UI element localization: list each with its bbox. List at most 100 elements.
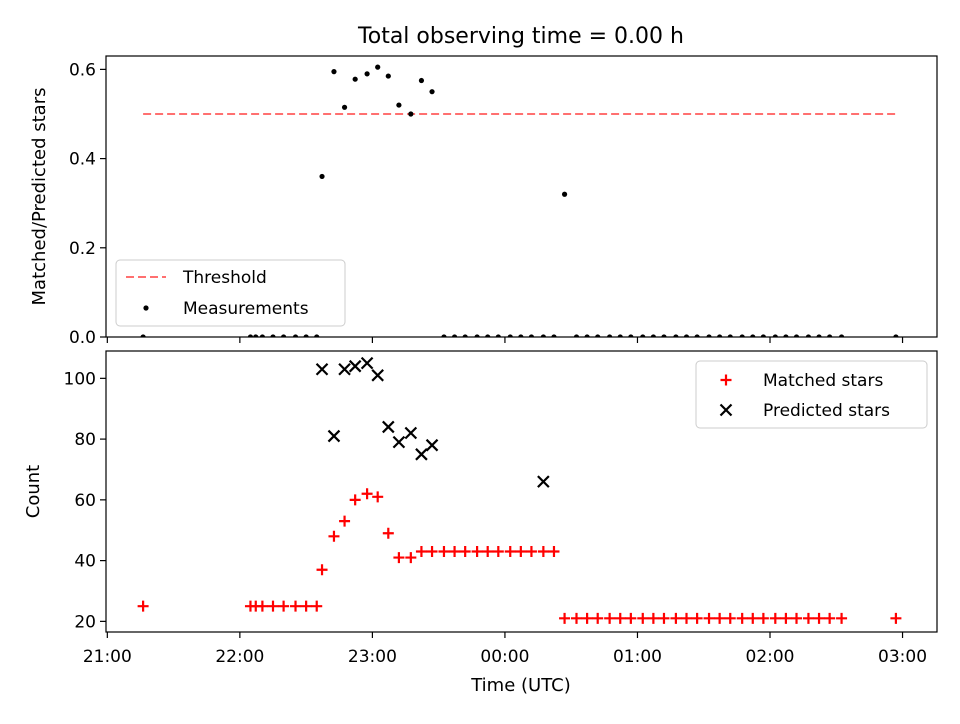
- predicted-stars-point: [360, 356, 374, 370]
- bottom-plot-area: [137, 356, 902, 624]
- measurement-point: [495, 334, 501, 337]
- matched-stars-point: [571, 612, 583, 624]
- measurement-point: [816, 334, 822, 337]
- matched-stars-point: [780, 612, 792, 624]
- bottom-y-tick-label: 60: [74, 491, 96, 511]
- matched-stars-point: [691, 612, 703, 624]
- predicted-stars-point: [392, 435, 406, 449]
- measurement-point: [331, 69, 337, 75]
- measurement-point: [607, 334, 613, 337]
- measurement-point: [838, 334, 845, 337]
- measurement-point: [474, 334, 480, 337]
- x-axis-label: Time (UTC): [470, 675, 571, 696]
- matched-stars-point: [459, 545, 471, 557]
- measurement-point: [247, 334, 254, 337]
- legend-predicted-stars-swatch: [719, 403, 733, 417]
- predicted-stars-point: [415, 448, 428, 461]
- matched-stars-point: [267, 600, 279, 612]
- bottom-legend-box: [695, 360, 928, 429]
- measurement-point: [584, 334, 590, 337]
- measurement-point: [259, 334, 265, 337]
- predicted-stars-point: [348, 359, 362, 373]
- measurement-point: [507, 334, 513, 337]
- legend-measurements-label: Measurements: [183, 299, 309, 319]
- top-panel: 0.0 0.2 0.4 0.6 Matched/Predicted stars Thres…: [29, 55, 938, 348]
- matched-stars-point: [604, 612, 616, 624]
- measurement-point: [140, 334, 146, 337]
- measurement-point: [561, 191, 568, 197]
- measurement-point: [650, 334, 656, 337]
- measurement-point: [429, 89, 435, 95]
- matched-stars-point: [802, 612, 814, 624]
- top-plot-area: [140, 64, 899, 337]
- matched-stars-point: [393, 552, 405, 564]
- matched-stars-point: [614, 612, 626, 624]
- matched-stars-point: [328, 530, 340, 542]
- measurement-point: [628, 334, 634, 337]
- bottom-x-tick-label: 23:00: [348, 647, 397, 667]
- predicted-stars-point: [338, 362, 351, 376]
- matched-stars-point: [471, 545, 483, 557]
- measurement-point: [661, 334, 667, 337]
- measurement-point: [739, 334, 745, 337]
- matched-stars-point: [449, 545, 461, 557]
- matched-stars-point: [736, 612, 748, 624]
- matched-stars-point: [415, 545, 427, 557]
- legend-measurements-swatch: [143, 305, 149, 311]
- measurement-point: [694, 334, 700, 337]
- top-y-tick-label: 0.6: [69, 60, 96, 80]
- matched-stars-point: [290, 600, 302, 612]
- measurement-point: [706, 334, 712, 337]
- measurement-point: [441, 334, 447, 337]
- bottom-y-tick-label: 40: [74, 552, 96, 572]
- measurement-point: [595, 334, 601, 337]
- measurement-point: [717, 334, 723, 337]
- bottom-x-tick-label: 03:00: [878, 647, 927, 667]
- matched-stars-point: [769, 612, 781, 624]
- matched-stars-point: [339, 515, 351, 527]
- matched-stars-point: [625, 612, 637, 624]
- matched-stars-point: [311, 600, 323, 612]
- matched-stars-point: [525, 545, 537, 557]
- predicted-stars-point: [425, 438, 439, 452]
- top-legend-box: [115, 259, 346, 327]
- matched-stars-point: [724, 612, 736, 624]
- matched-stars-point: [670, 612, 682, 624]
- matched-stars-point: [637, 612, 649, 624]
- matched-stars-point: [647, 612, 659, 624]
- measurement-point: [893, 334, 899, 337]
- matched-stars-point: [278, 600, 290, 612]
- top-axes-frame: [105, 55, 938, 338]
- matched-stars-point: [592, 612, 604, 624]
- matched-stars-point: [504, 545, 516, 557]
- measurement-point: [270, 334, 276, 337]
- bottom-x-tick-label: 22:00: [215, 647, 264, 667]
- matched-stars-point: [300, 600, 312, 612]
- top-y-tick-label: 0.0: [69, 328, 96, 348]
- matched-stars-point: [791, 612, 803, 624]
- matched-stars-point: [836, 612, 848, 624]
- measurement-point: [292, 334, 299, 337]
- matched-stars-point: [703, 612, 715, 624]
- measurement-point: [772, 334, 778, 337]
- measurement-point: [673, 334, 679, 337]
- legend-predicted-stars-label: Predicted stars: [763, 401, 890, 421]
- measurement-point: [805, 334, 812, 337]
- predicted-stars-point: [537, 475, 550, 488]
- matched-stars-point: [757, 612, 769, 624]
- measurement-point: [375, 64, 381, 70]
- bottom-y-tick-label: 80: [74, 430, 96, 450]
- matched-stars-point: [137, 600, 149, 612]
- bottom-axes-frame: [105, 350, 938, 633]
- matched-stars-point: [372, 491, 384, 503]
- predicted-stars-point: [371, 369, 384, 382]
- matched-stars-point: [405, 552, 417, 564]
- matched-stars-point: [316, 564, 328, 576]
- matched-stars-point: [426, 545, 438, 557]
- measurement-point: [783, 334, 789, 337]
- measurement-point: [418, 77, 425, 84]
- matched-stars-point: [361, 488, 373, 500]
- bottom-legend: Matched stars Predicted stars: [695, 360, 928, 429]
